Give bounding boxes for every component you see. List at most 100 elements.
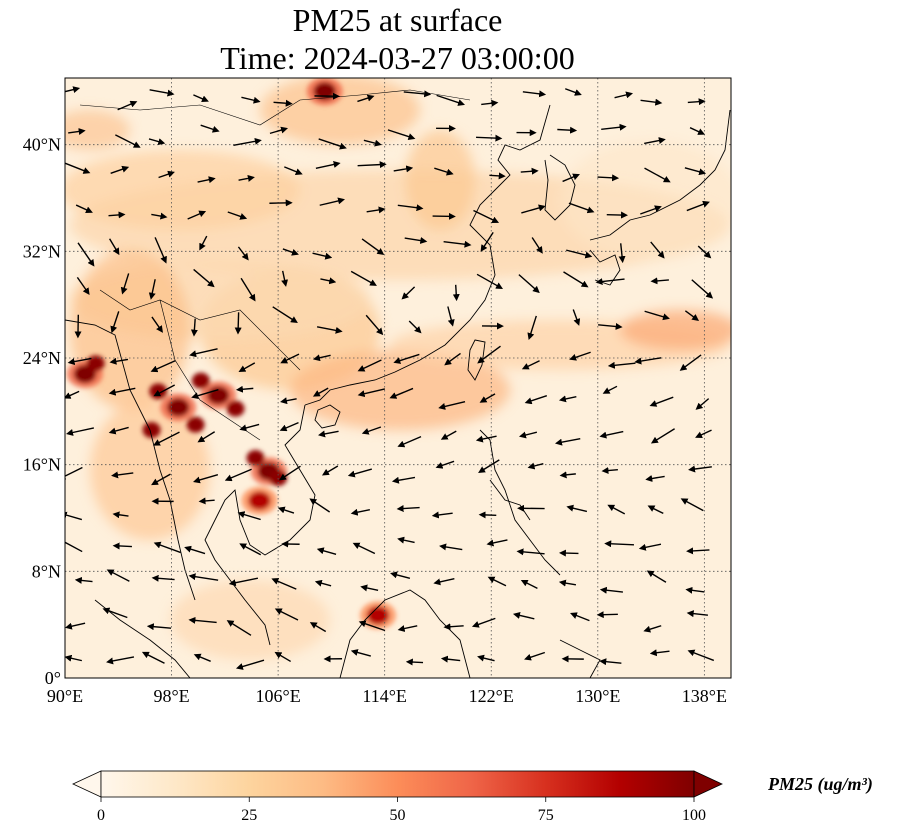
y-axis-ticks: 0° 8°N 16°N 24°N 32°N 40°N: [23, 135, 61, 688]
wind-arrow: [512, 612, 535, 620]
wind-arrow: [686, 200, 710, 212]
wind-arrow: [599, 430, 624, 439]
wind-arrow: [240, 277, 256, 302]
wind-arrow: [516, 548, 545, 556]
wind-arrow: [77, 242, 95, 267]
hotspot-patch: [246, 450, 265, 466]
coastlines: [65, 89, 731, 678]
wind-arrow: [640, 98, 663, 106]
wind-arrow: [572, 309, 581, 326]
map-title: PM25 at surface: [292, 2, 503, 38]
wind-arrow: [277, 506, 295, 514]
wind-arrow: [357, 161, 387, 169]
x-tick-label: 98°E: [153, 686, 189, 706]
wind-arrow: [352, 542, 376, 555]
wind-arrow: [471, 617, 496, 628]
wind-arrow: [273, 99, 293, 107]
hotspot-core: [313, 82, 336, 101]
wind-arrow: [357, 388, 386, 398]
wind-arrow: [644, 310, 670, 321]
wind-arrow: [408, 320, 422, 334]
wind-arrow: [389, 387, 414, 399]
wind-arrow: [108, 387, 136, 396]
wind-arrow: [151, 316, 163, 333]
wind-arrow: [479, 393, 496, 403]
wind-arrow: [76, 276, 90, 295]
wind-arrow: [108, 211, 126, 219]
wind-arrow: [321, 465, 339, 476]
wind-arrow: [568, 202, 595, 214]
wind-arrow: [316, 547, 337, 555]
wind-arrow: [598, 322, 623, 330]
wind-arrow: [235, 659, 265, 670]
wind-arrow: [478, 459, 500, 474]
wind-arrow: [315, 161, 341, 170]
wind-arrow: [199, 235, 208, 251]
wind-arrow: [280, 397, 297, 405]
wind-arrow: [604, 540, 635, 548]
wind-arrow: [431, 511, 453, 519]
wind-arrow: [638, 543, 662, 551]
y-tick-label: 40°N: [23, 135, 61, 155]
wind-arrow: [387, 129, 416, 140]
wind-arrow: [687, 98, 706, 106]
wind-arrow: [74, 576, 93, 584]
wind-arrow: [684, 310, 700, 321]
wind-arrow: [314, 579, 332, 587]
wind-arrow: [444, 352, 461, 366]
y-tick-label: 24°N: [23, 348, 61, 368]
wind-arrow: [447, 306, 455, 327]
wind-arrow: [518, 274, 540, 294]
wind-arrow: [438, 400, 466, 410]
wind-arrow: [601, 466, 618, 474]
wind-arrow: [569, 351, 591, 361]
wind-arrow: [148, 279, 156, 300]
wind-arrow: [350, 649, 371, 657]
hotspot-patch: [149, 383, 168, 400]
y-tick-label: 8°N: [32, 561, 61, 581]
wind-arrow: [309, 498, 331, 513]
colorbar-label: PM25 (ug/m³): [768, 774, 873, 794]
hotspot-patch: [226, 400, 245, 417]
hotspot-patch: [186, 416, 205, 433]
wind-arrow: [153, 541, 181, 554]
wind-arrow: [274, 651, 292, 663]
wind-arrow: [312, 387, 329, 397]
wind-arrow: [198, 497, 215, 505]
x-tick-label: 138°E: [682, 686, 727, 706]
wind-arrow: [435, 460, 455, 469]
wind-arrow: [522, 90, 547, 98]
wind-arrow: [440, 655, 461, 663]
wind-arrow: [184, 545, 206, 555]
wind-arrow: [228, 577, 259, 587]
x-tick-label: 122°E: [469, 686, 514, 706]
colorbar-tick-label: 100: [682, 807, 706, 824]
wind-arrow: [452, 284, 460, 302]
wind-arrow: [239, 423, 260, 432]
wind-arrow: [102, 607, 128, 619]
wind-arrow: [274, 608, 299, 621]
wind-arrow: [473, 209, 500, 224]
wind-arrow: [489, 172, 506, 180]
wind-arrow: [75, 204, 93, 214]
wind-arrow: [559, 471, 576, 479]
wind-arrow: [150, 360, 176, 373]
hotspot-core: [367, 606, 390, 625]
wind-arrow: [318, 430, 339, 438]
wind-arrow: [403, 90, 432, 98]
wind-arrow: [597, 174, 620, 182]
wind-arrow: [190, 318, 198, 337]
map-time: Time: 2024-03-27 03:00:00: [220, 40, 575, 76]
x-tick-label: 114°E: [362, 686, 407, 706]
wind-arrow: [527, 315, 537, 341]
y-tick-label: 16°N: [23, 455, 61, 475]
wind-arrow: [108, 426, 129, 435]
wind-arrow: [68, 128, 86, 135]
wind-arrow: [189, 348, 218, 358]
wind-arrow: [65, 86, 81, 93]
wind-arrow: [434, 167, 454, 176]
wind-arrow: [361, 238, 385, 255]
wind-arrow: [235, 385, 254, 393]
wind-arrow: [320, 277, 337, 285]
wind-arrow: [486, 539, 508, 547]
